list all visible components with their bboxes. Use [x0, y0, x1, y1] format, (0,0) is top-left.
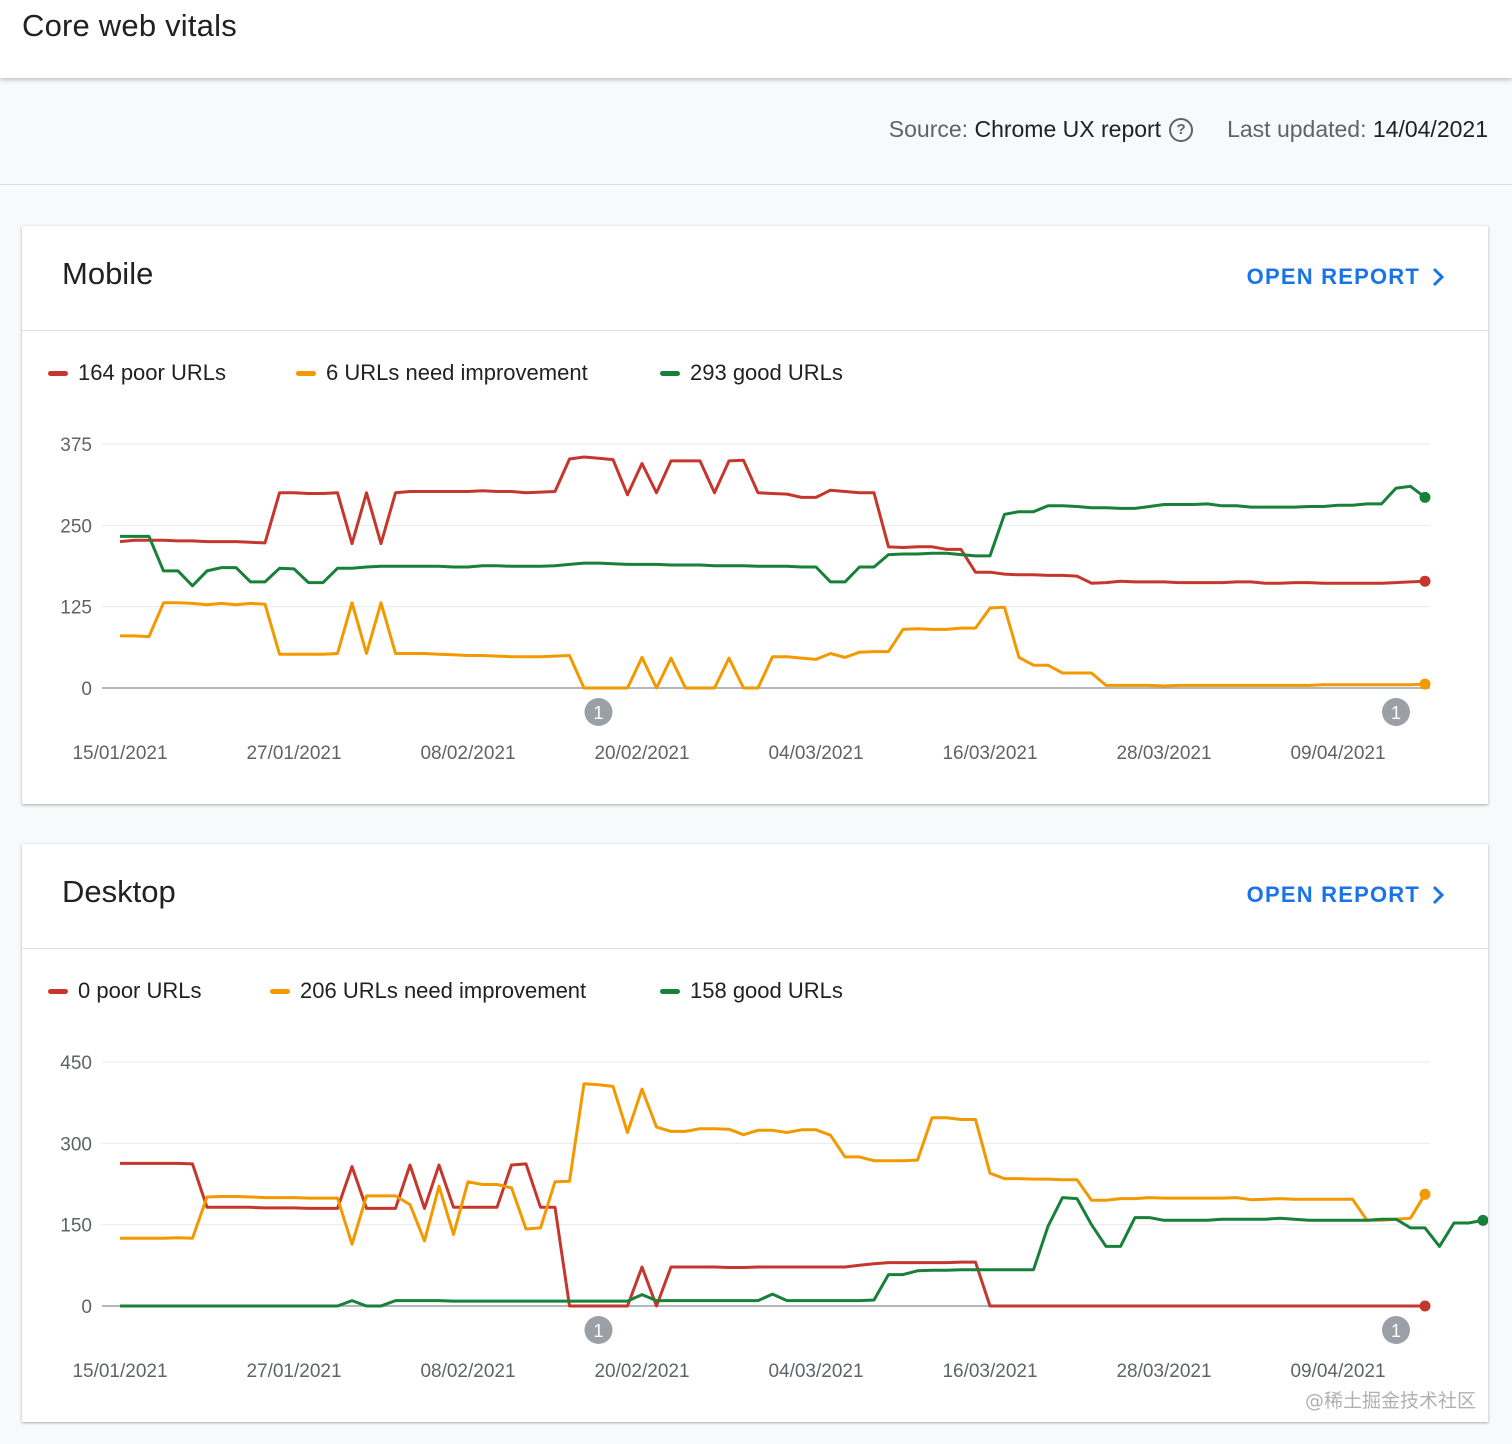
x-tick-label: 04/03/2021	[768, 743, 863, 764]
series-end-point	[1477, 1214, 1488, 1226]
last-updated-label: Last updated:	[1227, 116, 1367, 142]
series-end-point	[1419, 678, 1431, 690]
legend-label: 0 poor URLs	[78, 978, 202, 1003]
legend-item-poor[interactable]: 0 poor URLs	[48, 978, 202, 1004]
y-tick-label: 0	[81, 1297, 92, 1318]
open-report-label: OPEN REPORT	[1246, 264, 1420, 289]
series-line	[120, 484, 1426, 588]
last-updated-value: 14/04/2021	[1372, 116, 1488, 142]
legend-item-good[interactable]: 293 good URLs	[660, 360, 843, 386]
series-end-point	[1419, 575, 1431, 587]
x-tick-label: 15/01/2021	[72, 743, 167, 764]
watermark: @稀土掘金技术社区	[1304, 1390, 1476, 1412]
annotation-label: 1	[593, 1321, 603, 1341]
desktop-card: Desktop OPEN REPORT 0 poor URLs 206 URLs…	[22, 844, 1488, 1422]
report-meta: Source: Chrome UX report ? Last updated:…	[889, 116, 1488, 143]
x-tick-label: 08/02/2021	[420, 1361, 515, 1382]
annotation-marker	[584, 1316, 613, 1344]
legend-swatch	[270, 988, 290, 994]
legend-label: 293 good URLs	[690, 360, 843, 385]
legend-item-good[interactable]: 158 good URLs	[660, 978, 843, 1004]
y-tick-label: 300	[60, 1134, 92, 1155]
mobile-line-chart: 0 125 250 375 15/01/2021 27/01/2021 08/02/2021…	[60, 435, 1431, 764]
source-value: Chrome UX report	[974, 116, 1162, 142]
chevron-right-icon	[1432, 267, 1444, 287]
mobile-card: Mobile OPEN REPORT 164 poor URLs 6 URLs …	[22, 226, 1488, 804]
open-report-button[interactable]: OPEN REPORT	[1247, 264, 1444, 290]
chevron-right-icon	[1432, 885, 1444, 905]
x-tick-label: 04/03/2021	[768, 1361, 863, 1382]
card-title: Mobile	[62, 256, 154, 291]
top-app-bar: Core web vitals	[0, 0, 1512, 78]
y-tick-label: 150	[60, 1216, 92, 1237]
annotation-label: 1	[1391, 1321, 1401, 1341]
x-tick-label: 08/02/2021	[420, 743, 515, 764]
x-tick-label: 16/03/2021	[942, 1361, 1037, 1382]
card-header: Desktop OPEN REPORT	[22, 844, 1488, 949]
x-tick-label: 27/01/2021	[246, 1361, 341, 1382]
legend-swatch	[296, 370, 316, 376]
annotation-label: 1	[1391, 703, 1401, 723]
y-tick-label: 375	[60, 435, 92, 456]
series-end-point	[1419, 491, 1431, 503]
series-line	[120, 601, 1426, 690]
card-title: Desktop	[62, 874, 176, 909]
legend-label: 206 URLs need improvement	[300, 978, 587, 1003]
help-icon[interactable]: ?	[1169, 117, 1194, 142]
annotation-marker	[1382, 698, 1410, 726]
annotation-marker	[584, 698, 613, 726]
page-title: Core web vitals	[22, 8, 237, 43]
y-tick-label: 450	[60, 1053, 92, 1074]
x-tick-label: 16/03/2021	[942, 743, 1037, 764]
legend-swatch	[48, 370, 68, 376]
series-line	[119, 455, 1426, 585]
annotation-marker	[1382, 1316, 1410, 1344]
series-line	[120, 1082, 1427, 1246]
x-tick-label: 09/04/2021	[1290, 743, 1385, 764]
x-tick-label: 28/03/2021	[1116, 1361, 1211, 1382]
legend-label: 6 URLs need improvement	[326, 360, 588, 385]
source-label: Source:	[888, 116, 969, 142]
x-tick-label: 15/01/2021	[72, 1361, 167, 1382]
open-report-button[interactable]: OPEN REPORT	[1247, 882, 1444, 908]
x-tick-label: 28/03/2021	[1116, 743, 1211, 764]
y-tick-label: 250	[60, 516, 92, 537]
open-report-label: OPEN REPORT	[1246, 882, 1420, 907]
series-line	[120, 1196, 1484, 1308]
card-header: Mobile OPEN REPORT	[22, 226, 1488, 331]
series-end-point	[1419, 1188, 1431, 1200]
legend-item-needs-improvement[interactable]: 206 URLs need improvement	[270, 978, 586, 1004]
desktop-line-chart: 0 150 300 450 15/01/2021 27/01/2021 08/02/2021…	[60, 1053, 1488, 1382]
legend-swatch	[660, 988, 680, 994]
series-end-point	[1419, 1300, 1431, 1312]
x-tick-label: 09/04/2021	[1290, 1361, 1385, 1382]
report-meta-bar: Source: Chrome UX report ? Last updated:…	[0, 80, 1512, 185]
legend-label: 158 good URLs	[690, 978, 843, 1003]
legend-swatch	[48, 988, 68, 994]
legend-item-poor[interactable]: 164 poor URLs	[48, 360, 226, 386]
x-tick-label: 27/01/2021	[246, 743, 341, 764]
series-line	[120, 1161, 1425, 1308]
y-tick-label: 125	[60, 598, 92, 619]
legend-label: 164 poor URLs	[78, 360, 226, 385]
legend-swatch	[660, 370, 680, 376]
y-tick-label: 0	[81, 679, 92, 700]
x-tick-label: 20/02/2021	[594, 743, 689, 764]
legend-item-needs-improvement[interactable]: 6 URLs need improvement	[296, 360, 588, 386]
annotation-label: 1	[593, 703, 603, 723]
x-tick-label: 20/02/2021	[594, 1361, 689, 1382]
